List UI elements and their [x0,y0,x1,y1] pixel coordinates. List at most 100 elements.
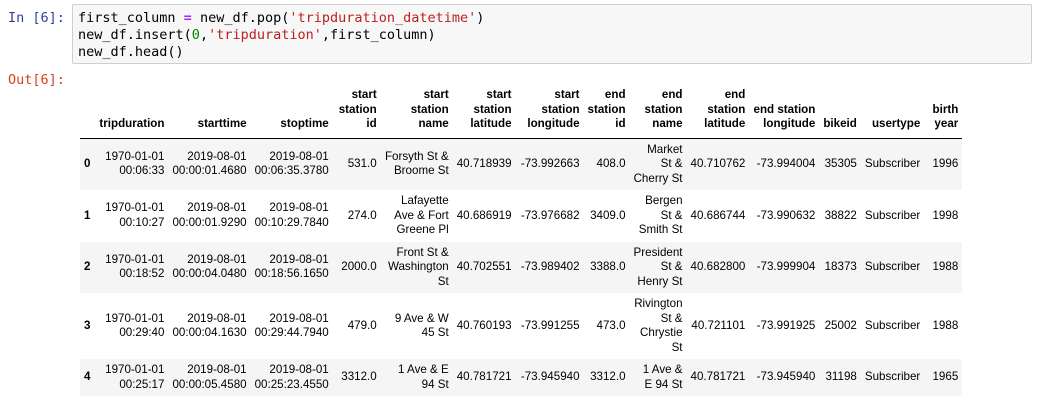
table-cell: 1996 [932,157,959,170]
table-cell: -73.945940 [520,370,580,384]
table-cell: 3312.0 [341,370,377,384]
code-token: ) [476,10,485,26]
table-cell: -73.992663 [520,157,580,170]
code-input-cell[interactable]: first_column = new_df.pop('tripduration_… [72,4,1032,64]
column-header: end station latitude [686,84,750,139]
table-cell: 40.686744 [690,208,746,222]
row-index: 2 [84,260,91,273]
table-cell: -73.989402 [520,260,580,273]
table-cell: 1970-01-01 00:25:17 [105,363,165,391]
table-cell: 2000.0 [341,260,377,273]
row-index: 1 [84,208,91,222]
table-cell: 40.702551 [456,260,512,273]
table-cell: 40.710762 [690,157,746,170]
column-header: bikeid [819,84,861,139]
column-header: start station name [380,84,453,139]
table-cell: -73.991255 [520,318,580,332]
table-cell: 2019-08-01 00:18:56.1650 [254,252,329,281]
table-cell: 40.718939 [456,157,512,170]
output-prompt: Out[6]: [8,72,65,88]
code-token: new_df.pop( [199,10,290,26]
table-cell: 1 Ave & E 94 St [398,363,449,391]
column-header: end station id [583,84,630,139]
table-cell: 479.0 [347,318,377,332]
table-cell: 274.0 [347,208,377,222]
table-row: 2 1970-01-01 00:18:52 2019-08-01 00:00:04.… [80,241,963,293]
input-prompt: In [6]: [8,10,65,26]
table-row: 3 1970-01-01 00:29:40 2019-08-01 00:00:04.… [80,293,963,359]
row-index: 3 [84,318,91,332]
code-token: new_df.insert( [78,27,192,43]
code-token: = [175,10,200,26]
table-cell: 2019-08-01 00:10:29.7840 [254,201,329,229]
table-cell: 2019-08-01 00:00:01.9290 [172,201,247,229]
index-header [80,84,95,139]
table-cell: -73.976682 [520,208,580,222]
code-token: 'tripduration' [208,27,322,43]
table-cell: Forsyth St & Broome St [384,149,449,178]
column-header: start station latitude [452,84,516,139]
table-cell: 35305 [824,157,857,170]
table-body: 0 1970-01-01 00:06:33 2019-08-01 00:00:01.… [80,138,963,396]
table-cell: 3312.0 [590,370,626,384]
table-cell: 531.0 [347,157,377,170]
table-cell: 2019-08-01 00:00:01.4680 [172,149,247,178]
code-line-2: new_df.insert(0,'tripduration',first_col… [78,27,1031,44]
table-cell: 1970-01-01 00:06:33 [105,149,165,178]
column-header: start station id [332,84,381,139]
column-header: end station longitude [749,84,820,139]
table-cell: 3409.0 [590,208,626,222]
table-cell: 9 Ave & W 45 St [394,311,449,340]
table-cell: 1988 [932,318,959,332]
table-cell: Subscriber [864,318,921,332]
code-token: 0 [191,27,200,43]
column-header: stoptime [250,84,333,139]
table-cell: 18373 [824,260,857,273]
table-cell: 40.781721 [690,370,746,384]
table-cell: 1965 [932,370,959,384]
table-cell: 40.781721 [456,370,512,384]
table-cell: 2019-08-01 00:06:35.3780 [254,149,329,178]
dataframe-table: tripduration starttime stoptime start st… [80,84,963,396]
column-header: usertype [860,84,925,139]
header-row: tripduration starttime stoptime start st… [80,84,963,139]
table-cell: -73.999904 [756,260,816,273]
table-cell: 40.721101 [691,318,746,332]
code-token: first_column [78,10,176,26]
table-row: 0 1970-01-01 00:06:33 2019-08-01 00:00:01.… [80,138,963,190]
table-cell: Subscriber [864,208,921,222]
table-cell: -73.945940 [756,370,816,384]
table-cell: 1970-01-01 00:10:27 [105,201,165,229]
table-cell: Subscriber [864,260,921,273]
table-cell: Bergen St & Smith St [638,194,683,236]
column-header: end station name [629,84,687,139]
table-cell: 408.0 [596,157,626,170]
row-index: 4 [84,370,91,384]
code-line-1: first_column = new_df.pop('tripduration_… [78,10,1031,27]
code-line-3: new_df.head() [78,44,184,60]
column-header: tripduration [94,84,169,139]
table-cell: 40.682800 [690,260,746,273]
column-header: starttime [168,84,251,139]
table-cell: 2019-08-01 00:29:44.7940 [254,311,329,340]
table-cell: 1 Ave & E 94 St [642,363,683,391]
table-cell: 2019-08-01 00:00:04.0480 [172,252,247,281]
table-cell: Subscriber [864,157,921,170]
table-row: 4 1970-01-01 00:25:17 2019-08-01 00:00:05.… [80,359,963,396]
table-cell: 2019-08-01 00:00:04.1630 [172,311,247,340]
row-index: 0 [84,157,91,170]
table-cell: 1970-01-01 00:29:40 [105,311,165,340]
table-cell: Front St & Washington St [387,245,449,288]
table-cell: Market St & Cherry St [633,142,683,185]
table-cell: 31198 [825,370,857,384]
table-cell: 2019-08-01 00:00:05.4580 [172,363,247,391]
table-cell: 38822 [824,208,857,222]
table-cell: 40.686919 [456,208,512,222]
table-cell: -73.991925 [756,318,816,332]
table-cell: 40.760193 [456,318,512,332]
table-cell: President St & Henry St [633,245,683,288]
column-header: start station longitude [515,84,584,139]
code-token: ,first_column) [321,27,436,43]
column-header: birth year [924,84,963,139]
table-row: 1 1970-01-01 00:10:27 2019-08-01 00:00:01.… [80,190,963,242]
